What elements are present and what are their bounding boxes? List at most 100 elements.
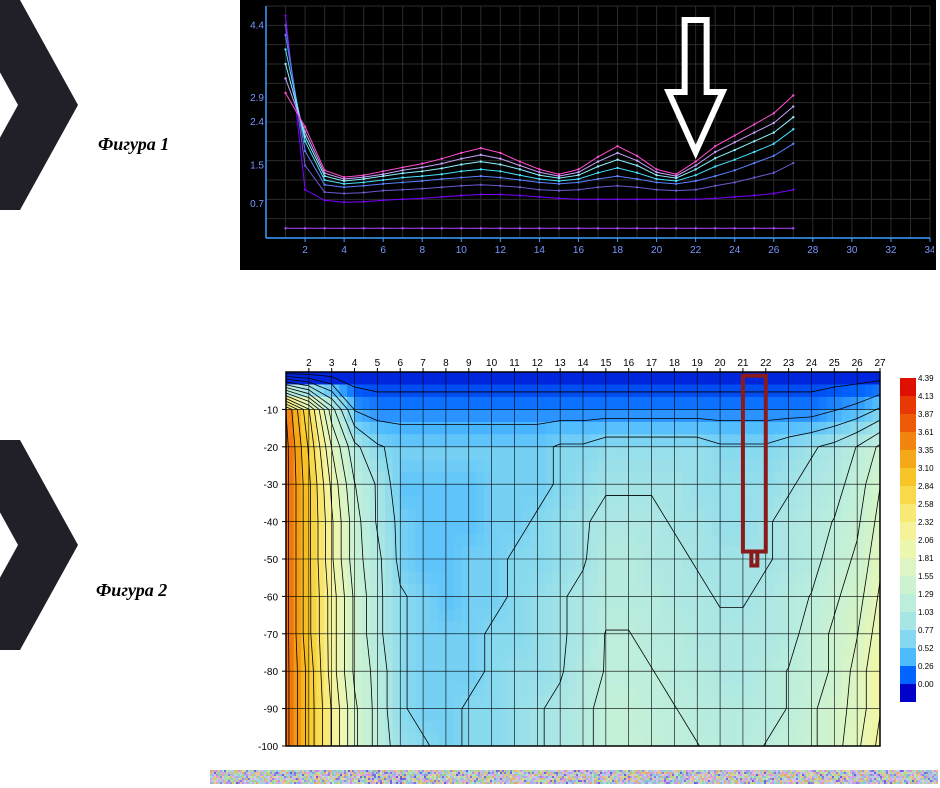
svg-text:32: 32: [885, 245, 897, 256]
svg-text:-90: -90: [264, 705, 279, 716]
svg-text:5: 5: [375, 358, 381, 369]
svg-text:2: 2: [302, 245, 308, 256]
svg-text:14: 14: [577, 358, 589, 369]
svg-text:-80: -80: [264, 667, 279, 678]
chevron-icon: [0, 440, 80, 650]
svg-text:-60: -60: [264, 592, 279, 603]
svg-text:10: 10: [486, 358, 498, 369]
svg-text:34: 34: [924, 245, 934, 256]
svg-text:19: 19: [692, 358, 704, 369]
svg-text:25: 25: [829, 358, 841, 369]
svg-text:18: 18: [612, 245, 624, 256]
svg-text:2: 2: [306, 358, 312, 369]
chevron-decor-1: [0, 0, 80, 210]
chart2-container: 2345678910111213141516171819202122232425…: [240, 352, 890, 752]
legend-swatch: [900, 594, 916, 612]
legend-label: 4.13: [918, 392, 934, 401]
svg-text:-100: -100: [258, 742, 278, 752]
svg-text:8: 8: [419, 245, 425, 256]
svg-text:-50: -50: [264, 555, 279, 566]
legend-swatch: [900, 522, 916, 540]
svg-text:4: 4: [341, 245, 347, 256]
legend-swatch: [900, 558, 916, 576]
svg-text:24: 24: [806, 358, 818, 369]
svg-text:20: 20: [651, 245, 663, 256]
legend-swatch: [900, 378, 916, 396]
legend-swatch: [900, 468, 916, 486]
svg-text:18: 18: [669, 358, 681, 369]
svg-text:9: 9: [466, 358, 472, 369]
legend-label: 0.26: [918, 662, 934, 671]
legend-label: 3.87: [918, 410, 934, 419]
svg-text:6: 6: [380, 245, 386, 256]
svg-text:-40: -40: [264, 518, 279, 529]
legend-label: 2.84: [918, 482, 934, 491]
legend-swatch: [900, 684, 916, 702]
svg-text:12: 12: [532, 358, 544, 369]
legend-label: 1.55: [918, 572, 934, 581]
svg-text:16: 16: [623, 358, 635, 369]
chart1-container: 0.71.52.42.94.42468101214161820222426283…: [240, 0, 936, 270]
figure1-label: Фигура 1: [98, 134, 169, 155]
svg-text:24: 24: [729, 245, 741, 256]
legend-swatch: [900, 576, 916, 594]
svg-text:22: 22: [760, 358, 772, 369]
legend-label: 2.58: [918, 500, 934, 509]
svg-text:12: 12: [495, 245, 507, 256]
legend-label: 2.06: [918, 536, 934, 545]
svg-text:8: 8: [443, 358, 449, 369]
svg-text:21: 21: [737, 358, 749, 369]
svg-text:17: 17: [646, 358, 658, 369]
svg-text:30: 30: [846, 245, 858, 256]
legend-swatch: [900, 612, 916, 630]
svg-text:20: 20: [715, 358, 727, 369]
noise-strip: [210, 770, 938, 784]
chart1-line-plot: 0.71.52.42.94.42468101214161820222426283…: [242, 2, 934, 268]
chart2-contour-plot: 2345678910111213141516171819202122232425…: [240, 352, 890, 752]
legend-label: 1.03: [918, 608, 934, 617]
svg-text:13: 13: [555, 358, 567, 369]
svg-text:-10: -10: [264, 405, 279, 416]
legend-label: 2.32: [918, 518, 934, 527]
svg-text:0.7: 0.7: [250, 199, 264, 210]
legend-label: 3.10: [918, 464, 934, 473]
legend-swatch: [900, 450, 916, 468]
svg-text:-20: -20: [264, 443, 279, 454]
legend-swatch: [900, 486, 916, 504]
svg-text:26: 26: [852, 358, 864, 369]
svg-text:22: 22: [690, 245, 702, 256]
legend-label: 4.39: [918, 374, 934, 383]
svg-text:4.4: 4.4: [250, 20, 264, 31]
legend-swatch: [900, 648, 916, 666]
legend-swatch: [900, 396, 916, 414]
svg-text:-70: -70: [264, 630, 279, 641]
legend-label: 3.35: [918, 446, 934, 455]
legend-swatch: [900, 414, 916, 432]
svg-text:7: 7: [420, 358, 426, 369]
svg-text:23: 23: [783, 358, 795, 369]
svg-text:-30: -30: [264, 480, 279, 491]
svg-text:27: 27: [874, 358, 886, 369]
svg-text:1.5: 1.5: [250, 161, 264, 172]
svg-text:2.4: 2.4: [250, 117, 264, 128]
legend-swatch: [900, 540, 916, 558]
svg-text:28: 28: [807, 245, 819, 256]
legend-swatch: [900, 630, 916, 648]
svg-text:15: 15: [600, 358, 612, 369]
legend-swatch: [900, 504, 916, 522]
svg-text:4: 4: [352, 358, 358, 369]
svg-text:14: 14: [534, 245, 546, 256]
legend-label: 3.61: [918, 428, 934, 437]
legend-label: 0.00: [918, 680, 934, 689]
svg-text:3: 3: [329, 358, 335, 369]
svg-text:26: 26: [768, 245, 780, 256]
legend-label: 1.81: [918, 554, 934, 563]
svg-text:10: 10: [456, 245, 468, 256]
legend-label: 1.29: [918, 590, 934, 599]
legend-swatch: [900, 666, 916, 684]
figure2-label: Фигура 2: [96, 580, 167, 601]
legend-swatch: [900, 432, 916, 450]
chart2-colorbar: 4.394.133.873.613.353.102.842.582.322.06…: [900, 378, 936, 728]
chevron-decor-2: [0, 440, 80, 650]
svg-text:6: 6: [397, 358, 403, 369]
